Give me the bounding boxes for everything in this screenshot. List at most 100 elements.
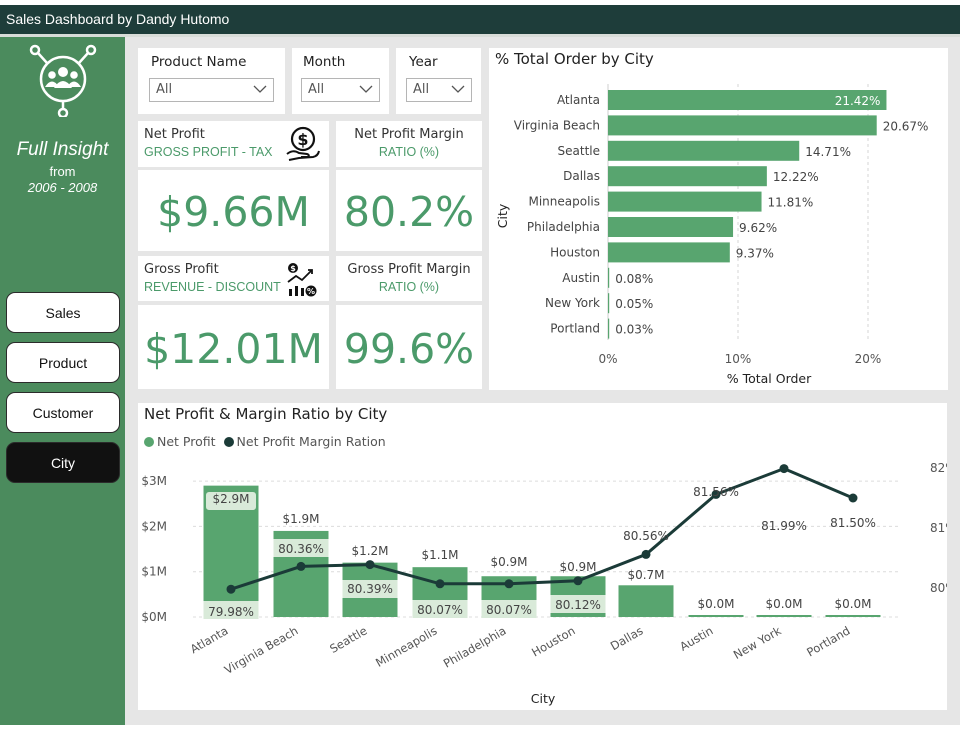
total-order-bar <box>608 318 610 339</box>
total-order-category-label: Philadelphia <box>527 220 600 234</box>
combo-category-label: Houston <box>529 623 577 659</box>
combo-category-label: New York <box>731 623 784 662</box>
combo-label-box <box>203 601 259 619</box>
product-name-slicer: Product Name All <box>138 48 285 114</box>
margin-point <box>226 584 236 594</box>
margin-label: 80.56% <box>623 529 669 543</box>
total-order-by-city-panel: % Total Order by City City % Total Order… <box>489 48 948 390</box>
product-name-value: All <box>156 82 173 97</box>
total-order-bar <box>608 293 610 314</box>
net-profit-label: $0.9M <box>490 555 527 569</box>
total-order-bar <box>608 217 734 237</box>
total-order-value-label: 0.03% <box>615 323 653 337</box>
margin-point <box>435 579 445 589</box>
chevron-down-icon <box>253 85 267 93</box>
margin-label: 80.39% <box>347 582 393 596</box>
gross-profit-margin-subtitle: RATIO (%) <box>378 280 440 294</box>
nav-city-button[interactable]: City <box>6 442 120 483</box>
total-order-category-label: Minneapolis <box>528 195 600 209</box>
total-order-category-label: Seattle <box>558 144 600 158</box>
total-order-value-label: 9.37% <box>736 246 774 260</box>
net-profit-label: $2.9M <box>212 492 249 506</box>
legend-net-profit-margin[interactable]: Net Profit Margin Ration <box>223 434 386 449</box>
month-label: Month <box>303 54 346 70</box>
month-slicer: Month All <box>292 48 389 114</box>
combo-category-label: Atlanta <box>188 623 231 656</box>
legend-net-profit[interactable]: Net Profit <box>144 434 216 449</box>
margin-label: 79.98% <box>208 605 254 619</box>
total-order-bar <box>608 267 610 288</box>
gross-profit-header: Gross Profit REVENUE - DISCOUNT $ % <box>138 256 329 301</box>
combo-x-axis-title: City <box>531 691 556 706</box>
combo-label-box <box>273 539 329 557</box>
combo-label-box <box>342 580 398 598</box>
product-name-dropdown[interactable]: All <box>149 78 274 102</box>
margin-label: 80.07% <box>486 603 532 617</box>
net-profit-margin-title: Net Profit Margin <box>354 127 464 142</box>
report-canvas: Product Name All Month All Year All Net … <box>125 37 960 725</box>
total-order-bar <box>608 140 800 161</box>
combo-left-tick: $1M <box>141 565 167 579</box>
total-order-x-tick: 10% <box>725 352 752 366</box>
combo-left-tick: $2M <box>141 519 167 533</box>
customer-network-icon <box>29 44 97 117</box>
month-value: All <box>308 82 325 97</box>
combo-bar <box>756 615 812 617</box>
combo-category-label: Seattle <box>327 623 369 655</box>
net-profit-margin-card: 80.2% <box>336 170 482 251</box>
net-profit-header: Net Profit GROSS PROFIT - TAX $ <box>138 121 329 167</box>
net-profit-label: $1.9M <box>282 512 319 526</box>
gross-profit-value: $12.01M <box>144 325 323 373</box>
combo-category-label: Minneapolis <box>373 623 439 669</box>
app-title: Sales Dashboard by Dandy Hutomo <box>0 5 960 34</box>
product-name-label: Product Name <box>151 54 247 70</box>
margin-label: 81.56% <box>693 485 739 499</box>
net-profit-margin-subtitle: RATIO (%) <box>378 145 440 159</box>
svg-text:$: $ <box>297 130 308 149</box>
gross-profit-subtitle: REVENUE - DISCOUNT <box>144 280 281 294</box>
combo-right-tick: 80% <box>930 581 947 595</box>
gross-profit-margin-header: Gross Profit Margin RATIO (%) <box>336 256 482 301</box>
margin-point <box>504 579 514 589</box>
combo-left-tick: $0M <box>141 610 167 624</box>
combo-chart-legend: Net Profit Net Profit Margin Ration <box>144 434 386 449</box>
year-slicer: Year All <box>396 48 481 114</box>
total-order-bar <box>608 191 762 212</box>
combo-category-label: Austin <box>677 623 715 653</box>
total-order-value-label: 20.67% <box>883 119 929 133</box>
insight-range: 2006 - 2008 <box>27 180 98 195</box>
combo-right-tick: 81% <box>930 521 947 535</box>
net-profit-subtitle: GROSS PROFIT - TAX <box>144 145 273 159</box>
total-order-x-tick: 20% <box>855 352 882 366</box>
total-order-value-label: 14.71% <box>805 145 851 159</box>
total-order-category-label: Virginia Beach <box>514 118 600 132</box>
margin-point <box>711 489 721 499</box>
net-profit-label: $0.0M <box>697 597 734 611</box>
total-order-x-axis-title: % Total Order <box>727 371 812 386</box>
net-profit-label: $0.9M <box>559 560 596 574</box>
gross-profit-margin-card: 99.6% <box>336 305 482 389</box>
nav-product-button[interactable]: Product <box>6 342 120 383</box>
margin-point <box>779 464 789 474</box>
total-order-bar <box>608 242 730 263</box>
svg-text:%: % <box>307 287 315 296</box>
combo-category-label: Portland <box>804 623 852 659</box>
combo-category-label: Dallas <box>608 623 646 653</box>
month-dropdown[interactable]: All <box>301 78 380 102</box>
gross-profit-margin-value: 99.6% <box>343 325 475 373</box>
legend-net-profit-label: Net Profit <box>157 434 216 449</box>
year-dropdown[interactable]: All <box>406 78 472 102</box>
gross-profit-title: Gross Profit <box>144 262 219 277</box>
nav-customer-button[interactable]: Customer <box>6 392 120 433</box>
margin-label: 80.36% <box>278 542 324 556</box>
sidebar: Full Insight from 2006 - 2008 Sales Prod… <box>0 37 125 725</box>
margin-point <box>365 560 375 570</box>
combo-right-tick: 82% <box>930 461 947 475</box>
total-order-value-label: 0.08% <box>615 272 653 286</box>
combo-label-box <box>550 595 606 613</box>
combo-bar <box>825 615 881 617</box>
nav-sales-button[interactable]: Sales <box>6 292 120 333</box>
net-profit-label: $0.0M <box>834 597 871 611</box>
combo-bar <box>618 585 674 617</box>
